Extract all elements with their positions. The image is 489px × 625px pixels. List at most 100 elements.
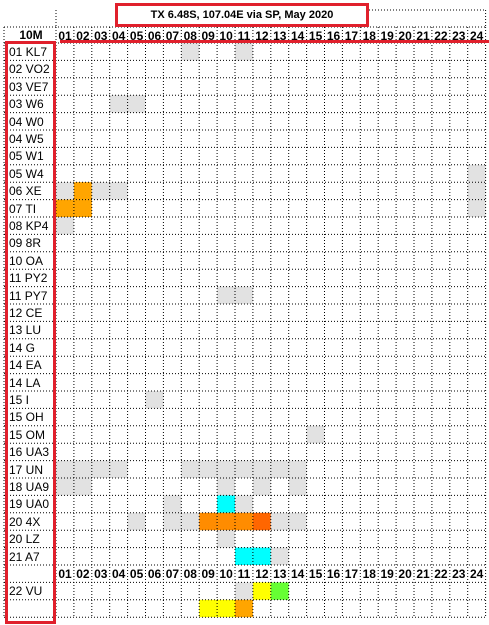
row-label: 16 UA3 bbox=[9, 445, 50, 460]
hour-label: 11 bbox=[237, 29, 251, 43]
grid-cell bbox=[73, 199, 92, 217]
hour-label: 24 bbox=[470, 29, 484, 43]
hour-label: 21 bbox=[416, 29, 430, 43]
hour-label: 22 bbox=[434, 567, 448, 581]
grid-cell bbox=[288, 478, 307, 496]
hour-label: 04 bbox=[112, 29, 126, 43]
hour-label: 23 bbox=[452, 567, 466, 581]
row-label: 19 UA0 bbox=[9, 497, 50, 512]
grid-cell bbox=[199, 599, 218, 618]
grid-cell bbox=[163, 495, 182, 513]
grid-cell bbox=[217, 530, 235, 548]
hour-label: 18 bbox=[362, 29, 376, 43]
grid-cell bbox=[181, 43, 200, 61]
row-label: 06 XE bbox=[9, 184, 42, 199]
row-label: 20 LZ bbox=[9, 532, 40, 547]
grid-cell bbox=[288, 512, 307, 531]
grid-cell bbox=[127, 512, 146, 531]
grid-cell bbox=[217, 512, 235, 531]
grid-cell bbox=[56, 478, 74, 496]
row-label: 21 A7 bbox=[9, 549, 40, 564]
hour-label: 17 bbox=[344, 29, 359, 43]
hour-label: 06 bbox=[147, 29, 162, 43]
grid-cell bbox=[467, 182, 486, 200]
hour-label: 20 bbox=[398, 29, 412, 43]
grid-cell bbox=[288, 460, 307, 478]
grid-cell bbox=[252, 547, 271, 565]
grid-cell bbox=[73, 478, 92, 496]
grid-cell bbox=[217, 286, 235, 304]
hour-label: 08 bbox=[183, 567, 197, 581]
row-label: 17 UN bbox=[9, 462, 44, 477]
grid-cell bbox=[56, 460, 74, 478]
grid-cell bbox=[127, 95, 146, 113]
hour-label: 21 bbox=[416, 567, 430, 581]
grid-cell bbox=[217, 478, 235, 496]
hour-label: 05 bbox=[129, 29, 144, 43]
row-label: 03 VE7 bbox=[9, 79, 49, 94]
hour-label: 07 bbox=[165, 29, 180, 43]
hour-label: 18 bbox=[362, 567, 376, 581]
row-label: 13 LU bbox=[9, 323, 42, 338]
hour-label: 10 bbox=[219, 29, 233, 43]
row-label: 15 OM bbox=[9, 427, 46, 442]
grid-cell bbox=[217, 599, 235, 618]
hour-label: 09 bbox=[201, 29, 215, 43]
row-label: 01 KL7 bbox=[9, 45, 48, 59]
row-label: 04 W0 bbox=[9, 114, 44, 129]
grid-cell bbox=[73, 182, 92, 200]
hour-label: 07 bbox=[165, 567, 180, 581]
hour-label: 10 bbox=[219, 567, 233, 581]
row-label: 14 G bbox=[9, 340, 36, 355]
hour-label: 22 bbox=[434, 29, 448, 43]
row-label: 14 EA bbox=[9, 358, 42, 373]
hour-label: 20 bbox=[398, 567, 412, 581]
grid-cell bbox=[270, 460, 289, 478]
row-label: 11 PY7 bbox=[9, 288, 48, 303]
row-label: 15 OH bbox=[9, 410, 44, 425]
row-label: 12 CE bbox=[9, 306, 43, 320]
hour-label: 13 bbox=[273, 567, 287, 581]
hour-label: 08 bbox=[183, 29, 197, 43]
row-label: 14 LA bbox=[9, 375, 41, 390]
row-label: 10 OA bbox=[9, 253, 44, 268]
row-label: 20 4X bbox=[9, 514, 41, 529]
hour-label: 16 bbox=[326, 567, 341, 581]
grid-cell bbox=[217, 460, 235, 478]
hour-label: 01 bbox=[58, 567, 72, 581]
grid-cell bbox=[109, 460, 128, 478]
hour-label: 01 bbox=[58, 29, 72, 43]
row-label: 03 W6 bbox=[9, 97, 44, 112]
grid-cell bbox=[235, 512, 253, 531]
grid-cell bbox=[56, 199, 74, 217]
grid-cell bbox=[56, 182, 74, 200]
grid-cell bbox=[109, 182, 128, 200]
row-label: 11 PY2 bbox=[9, 271, 48, 286]
hour-label: 19 bbox=[380, 29, 394, 43]
hour-label: 02 bbox=[76, 29, 90, 43]
hour-label: 03 bbox=[94, 29, 108, 43]
label-column-frame bbox=[5, 41, 56, 624]
grid-cell bbox=[56, 217, 74, 235]
hour-label: 05 bbox=[129, 567, 144, 581]
grid-cell bbox=[91, 182, 110, 200]
row-label: 05 W1 bbox=[9, 149, 44, 164]
row-label: 05 W4 bbox=[9, 166, 44, 181]
hour-label: 12 bbox=[255, 29, 269, 43]
grid-cell bbox=[235, 43, 253, 61]
grid-cell bbox=[252, 478, 271, 496]
hour-label: 19 bbox=[380, 567, 394, 581]
grid-cell bbox=[181, 460, 200, 478]
grid-cell bbox=[235, 547, 253, 565]
hour-label: 09 bbox=[201, 567, 215, 581]
hour-label: 04 bbox=[112, 567, 126, 581]
grid-cell bbox=[73, 460, 92, 478]
hour-label: 03 bbox=[94, 567, 108, 581]
header-underline bbox=[60, 40, 489, 43]
grid-cell bbox=[252, 512, 271, 531]
grid-cell bbox=[109, 95, 128, 113]
grid-cell bbox=[235, 495, 253, 513]
hour-label: 15 bbox=[308, 567, 323, 581]
row-label: 08 KP4 bbox=[9, 219, 49, 233]
grid-cell bbox=[306, 425, 325, 444]
